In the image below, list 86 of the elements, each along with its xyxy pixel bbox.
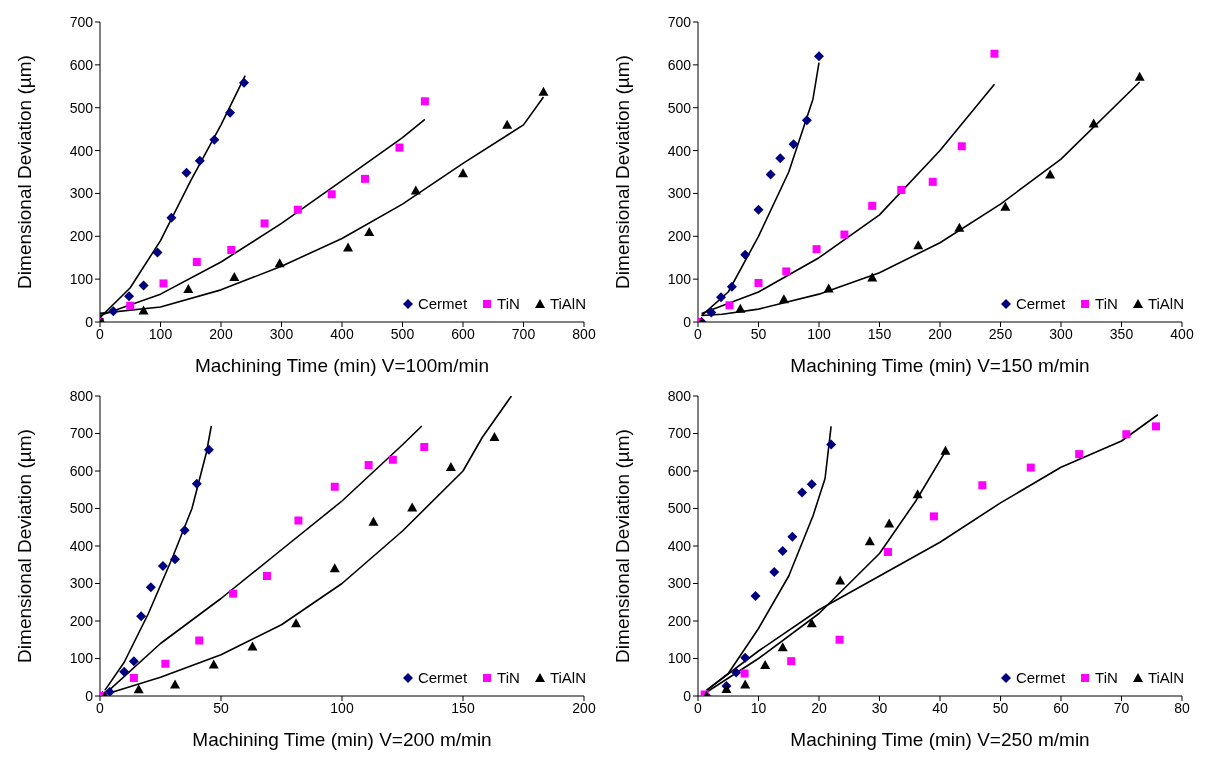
legend-label: TiN: [496, 295, 520, 312]
y-tick-label: 300: [667, 575, 692, 592]
y-tick-label: 500: [69, 500, 94, 517]
x-tick-label: 250: [988, 325, 1013, 342]
y-tick-label: 800: [69, 387, 94, 404]
y-tick-label: 700: [69, 13, 94, 30]
x-tick-label: 50: [213, 699, 229, 716]
y-axis-title: Dimensional Deviation (µm): [611, 55, 633, 289]
legend-label: TiAlN: [1146, 669, 1184, 686]
x-tick-label: 0: [694, 325, 703, 342]
legend-label: Cermet: [1014, 669, 1066, 686]
x-tick-label: 0: [694, 699, 703, 716]
y-tick-label: 700: [667, 13, 692, 30]
x-axis-title: Machining Time (min) V=250 m/min: [790, 729, 1090, 750]
legend-label: Cermet: [416, 295, 468, 312]
y-tick-label: 400: [667, 537, 692, 554]
x-tick-label: 500: [390, 325, 415, 342]
y-tick-label: 400: [69, 142, 94, 159]
y-tick-label: 200: [69, 612, 94, 629]
x-tick-label: 0: [96, 325, 105, 342]
y-tick-label: 400: [69, 537, 94, 554]
y-tick-label: 700: [667, 425, 692, 442]
y-axis-title: Dimensional Deviation (µm): [13, 55, 35, 289]
y-tick-label: 100: [667, 271, 692, 288]
x-tick-label: 100: [148, 325, 173, 342]
x-tick-label: 200: [928, 325, 952, 342]
y-tick-label: 600: [69, 462, 94, 479]
legend-label: Cermet: [1014, 295, 1066, 312]
y-axis-title: Dimensional Deviation (µm): [611, 429, 633, 663]
y-tick-label: 300: [667, 185, 692, 202]
legend-label: TiN: [1094, 669, 1118, 686]
y-tick-label: 200: [69, 228, 94, 245]
x-axis-title: Machining Time (min) V=200 m/min: [192, 729, 492, 750]
x-tick-label: 200: [209, 325, 233, 342]
y-tick-label: 800: [667, 387, 692, 404]
y-tick-label: 0: [683, 313, 692, 330]
y-tick-label: 200: [667, 228, 692, 245]
legend-label: TiN: [496, 669, 520, 686]
x-axis-title: Machining Time (min) V=150 m/min: [790, 355, 1090, 376]
y-tick-label: 200: [667, 612, 692, 629]
x-tick-label: 800: [572, 325, 596, 342]
x-tick-label: 0: [96, 699, 105, 716]
legend-label: TiAlN: [548, 669, 586, 686]
x-tick-label: 10: [750, 699, 767, 716]
y-tick-label: 600: [69, 56, 94, 73]
x-tick-label: 30: [871, 699, 888, 716]
x-axis-title: Machining Time (min) V=100m/min: [194, 355, 490, 376]
y-tick-label: 100: [69, 271, 94, 288]
x-tick-label: 600: [451, 325, 475, 342]
y-axis-title: Dimensional Deviation (µm): [13, 429, 35, 663]
x-tick-label: 350: [1109, 325, 1134, 342]
x-tick-label: 700: [511, 325, 536, 342]
y-tick-label: 300: [69, 185, 94, 202]
y-tick-label: 0: [683, 687, 692, 704]
y-tick-label: 600: [667, 462, 692, 479]
y-tick-label: 700: [69, 425, 94, 442]
legend-label: TiAlN: [548, 295, 586, 312]
x-tick-label: 20: [811, 699, 827, 716]
x-tick-label: 300: [269, 325, 294, 342]
x-tick-label: 80: [1174, 699, 1190, 716]
x-tick-label: 70: [1113, 699, 1130, 716]
y-tick-label: 500: [69, 99, 94, 116]
y-tick-label: 0: [85, 313, 94, 330]
x-tick-label: 50: [992, 699, 1009, 716]
x-tick-label: 150: [451, 699, 475, 716]
y-tick-label: 600: [667, 56, 692, 73]
y-tick-label: 100: [667, 650, 692, 667]
y-tick-label: 300: [69, 575, 94, 592]
legend-label: Cermet: [416, 669, 468, 686]
x-tick-label: 300: [1049, 325, 1073, 342]
y-tick-label: 500: [667, 500, 692, 517]
x-tick-label: 200: [572, 699, 596, 716]
x-tick-label: 150: [867, 325, 892, 342]
y-tick-label: 100: [69, 650, 94, 667]
y-tick-label: 500: [667, 99, 692, 116]
x-tick-label: 60: [1053, 699, 1069, 716]
y-tick-label: 400: [667, 142, 692, 159]
x-tick-label: 40: [932, 699, 948, 716]
x-tick-label: 50: [750, 325, 767, 342]
x-tick-label: 400: [330, 325, 354, 342]
x-tick-label: 400: [1170, 325, 1194, 342]
legend-label: TiN: [1094, 295, 1118, 312]
x-tick-label: 100: [807, 325, 831, 342]
legend-label: TiAlN: [1146, 295, 1184, 312]
x-tick-label: 100: [330, 699, 354, 716]
y-tick-label: 0: [85, 687, 94, 704]
